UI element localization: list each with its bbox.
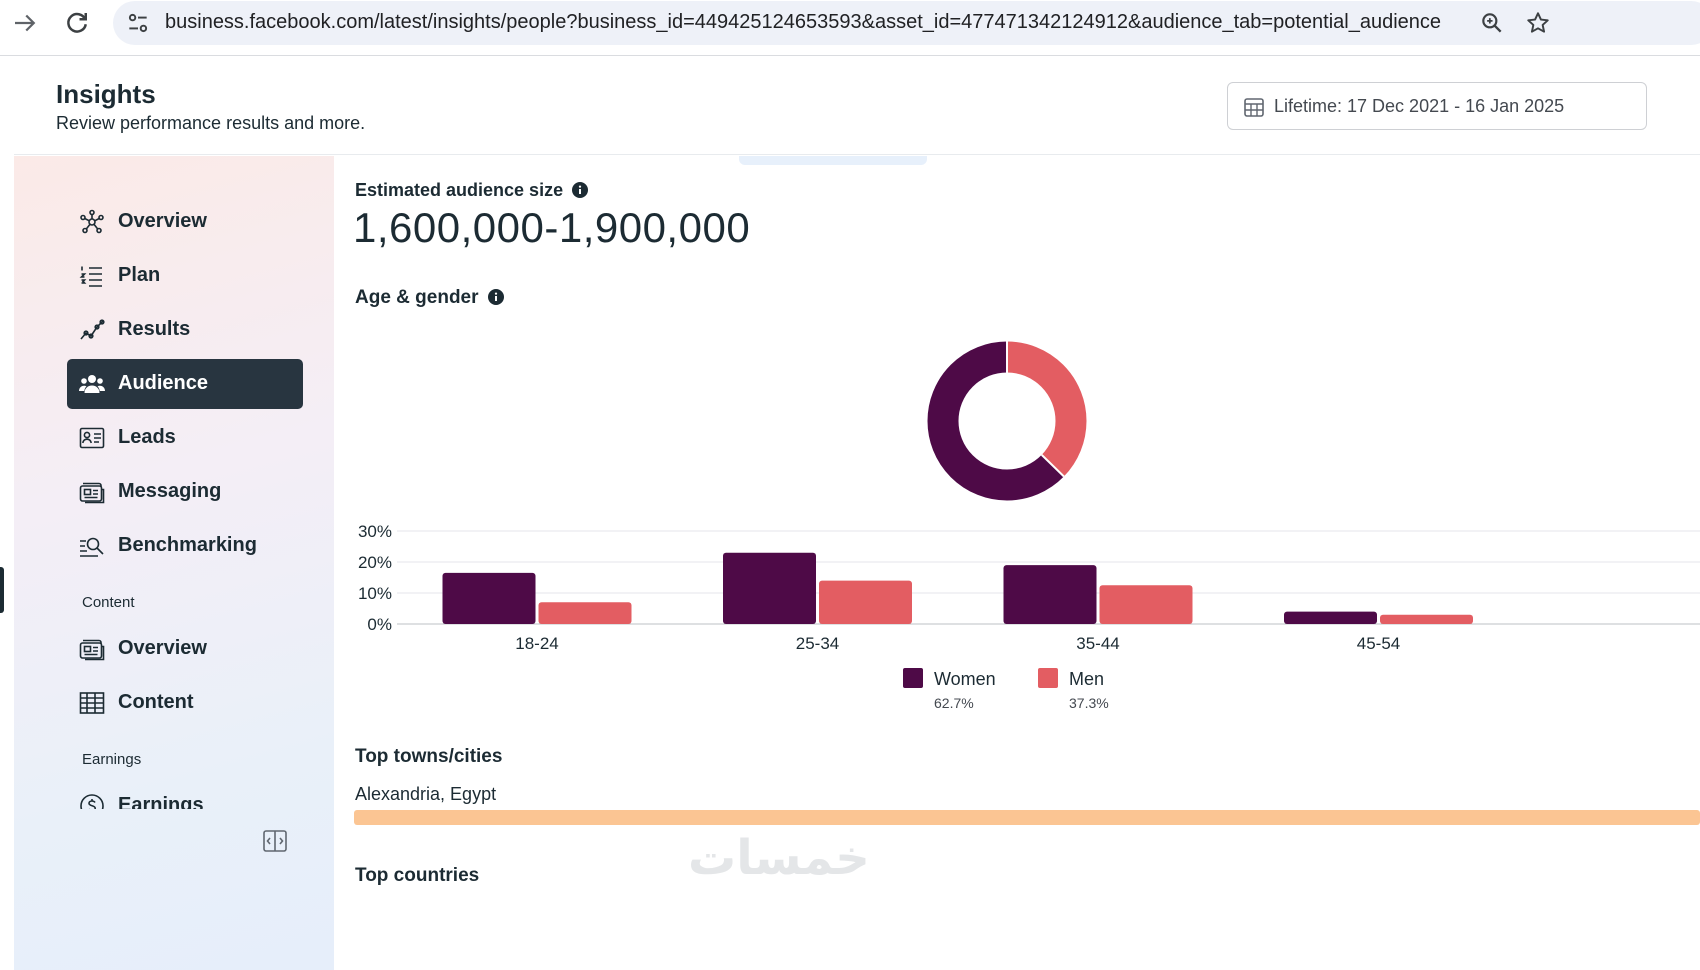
gender-donut-chart [925,339,1089,503]
date-range-label: Lifetime: 17 Dec 2021 - 16 Jan 2025 [1274,96,1565,116]
x-tick-label: 18-24 [515,634,558,653]
bar-men-18-24[interactable] [538,602,632,624]
audience-people-icon [79,371,105,397]
sidebar-item-label: Audience [118,372,209,394]
zoom-icon[interactable] [1479,10,1505,36]
sidebar-item-label: Leads [118,426,176,448]
x-tick-label: 35-44 [1076,634,1119,653]
site-info-icon[interactable] [125,10,151,36]
calendar-icon [1242,95,1266,119]
x-tick-label: 45-54 [1357,634,1400,653]
section-label-earnings: Earnings [82,751,142,768]
sidebar-item-label: Content [118,691,194,713]
tab-indicator [739,156,927,165]
bar-women-25-34[interactable] [723,552,816,624]
estimated-audience-heading: Estimated audience size [355,180,589,201]
sidebar-item-earnings[interactable]: Earnings [67,781,303,809]
bar-men-45-54[interactable] [1380,614,1473,624]
content-overview-icon [79,636,105,662]
sidebar-item-label: Overview [118,637,207,659]
overview-network-icon [79,209,105,235]
sidebar-item-content-overview[interactable]: Overview [67,624,303,674]
donut-separator [1041,454,1065,478]
sidebar-item-audience[interactable]: Audience [67,359,303,409]
age-gender-bar-chart: 0% 10% 20% 30% 18-24 25-34 35-44 45-54 [335,516,1700,656]
y-tick-label: 30% [358,522,392,541]
x-tick-label: 25-34 [796,634,839,653]
bar-men-25-34[interactable] [819,580,912,624]
legend-label: Women [934,669,996,689]
town-name: Alexandria, Egypt [355,784,497,804]
bar-women-18-24[interactable] [442,572,536,624]
sidebar-item-plan[interactable]: Plan [67,251,303,301]
estimated-audience-label: Estimated audience size [355,180,564,200]
sidebar-item-overview[interactable]: Overview [67,197,303,247]
sidebar: Overview Plan Results Audience Leads Mes… [14,156,334,970]
age-gender-label: Age & gender [355,287,479,308]
url-text[interactable]: business.facebook.com/latest/insights/pe… [165,11,1442,33]
chart-legend: Women 62.7% Men 37.3% [335,666,1700,716]
sidebar-item-benchmarking[interactable]: Benchmarking [67,521,303,571]
page-subtitle: Review performance results and more. [56,113,366,133]
address-bar[interactable]: business.facebook.com/latest/insights/pe… [113,1,1700,45]
sidebar-item-label: Messaging [118,480,222,502]
page-header: Insights Review performance results and … [14,57,1700,155]
leads-contact-card-icon [79,425,105,451]
sidebar-item-label: Earnings [118,794,204,809]
estimated-audience-value: 1,600,000-1,900,000 [353,204,751,251]
legend-label: Men [1069,669,1105,689]
y-tick-label: 0% [367,615,392,634]
edge-handle[interactable] [0,567,4,613]
bar-men-35-44[interactable] [1099,585,1193,624]
sidebar-item-leads[interactable]: Leads [67,413,303,463]
info-icon[interactable] [572,182,589,198]
legend-swatch-men [1038,668,1058,688]
bar-women-35-44[interactable] [1003,565,1097,624]
browser-toolbar: business.facebook.com/latest/insights/pe… [0,0,1700,56]
left-edge-strip [0,57,14,970]
sidebar-item-results[interactable]: Results [67,305,303,355]
town-bar [354,810,1700,825]
sidebar-item-content[interactable]: Content [67,678,303,728]
sidebar-clip: Earnings [67,781,303,809]
reload-icon[interactable] [62,8,92,38]
age-gender-heading: Age & gender [355,287,504,309]
section-label-content: Content [82,594,135,611]
y-tick-label: 20% [358,553,392,572]
sidebar-item-label: Plan [118,264,161,286]
forward-arrow-icon[interactable] [10,8,40,38]
earnings-coin-icon [79,793,105,809]
messaging-icon [79,479,105,505]
page-title: Insights [56,79,156,109]
watermark-logo: خمسات [688,830,870,886]
sidebar-item-messaging[interactable]: Messaging [67,467,303,517]
date-range-picker[interactable]: Lifetime: 17 Dec 2021 - 16 Jan 2025 [1227,82,1647,130]
y-tick-label: 10% [358,584,392,603]
audience-panel: Estimated audience size 1,600,000-1,900,… [335,156,1700,970]
collapse-sidebar-icon[interactable] [262,828,288,854]
legend-percent: 62.7% [934,695,974,711]
sidebar-item-label: Benchmarking [118,534,257,556]
top-towns-heading: Top towns/cities [355,746,503,767]
sidebar-item-label: Overview [118,210,207,232]
content-table-icon [79,690,105,716]
bar-women-45-54[interactable] [1284,611,1377,624]
plan-list-icon [79,263,105,289]
top-countries-heading: Top countries [355,865,480,886]
results-trend-icon [79,317,105,343]
legend-percent: 37.3% [1069,695,1109,711]
info-icon[interactable] [487,289,504,305]
benchmarking-search-icon [79,533,105,559]
legend-swatch-women [903,668,923,688]
sidebar-item-label: Results [118,318,191,340]
bookmark-star-icon[interactable] [1525,10,1551,36]
